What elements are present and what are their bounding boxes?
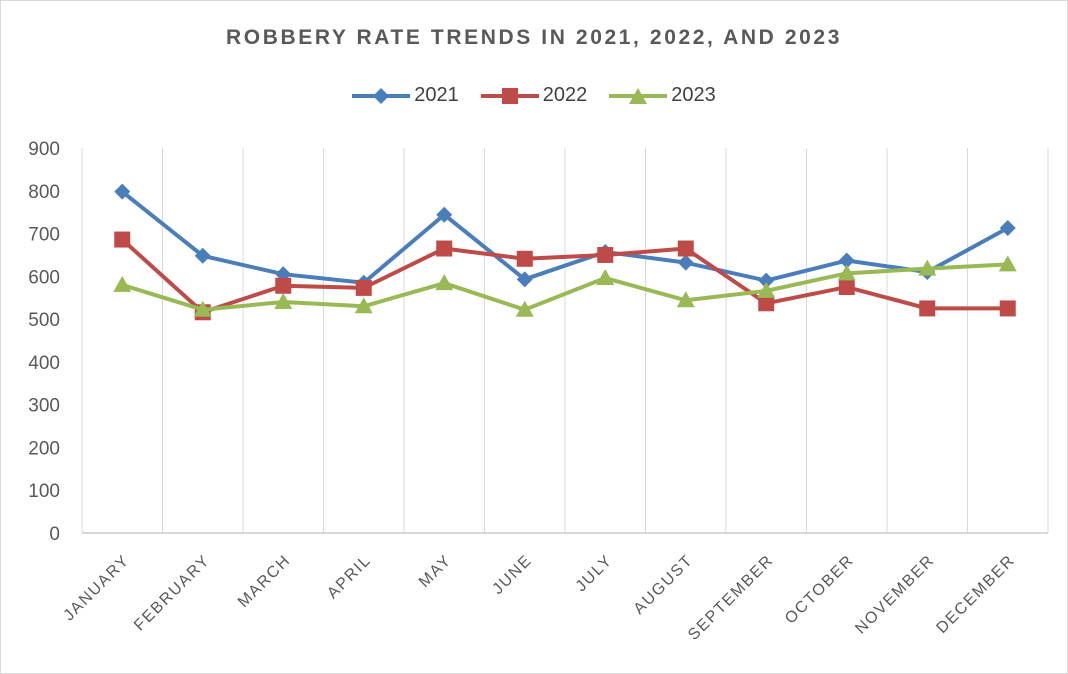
data-point-2023 xyxy=(596,269,615,286)
y-tick-label: 900 xyxy=(28,139,60,160)
y-tick-label: 600 xyxy=(28,267,60,288)
legend-label-2023: 2023 xyxy=(671,84,716,106)
data-point-2021 xyxy=(436,206,453,223)
data-point-2023 xyxy=(757,281,776,298)
data-point-2022 xyxy=(275,277,292,294)
data-point-2023 xyxy=(837,264,856,281)
y-tick-label: 800 xyxy=(28,182,60,203)
data-point-2023 xyxy=(918,259,937,276)
data-point-2021 xyxy=(677,254,694,271)
x-tick-label: DECEMBER xyxy=(933,552,1018,637)
chart-title: ROBBERY RATE TRENDS IN 2021, 2022, AND 2… xyxy=(226,26,842,49)
data-point-2023 xyxy=(113,275,132,292)
x-tick-label: APRIL xyxy=(324,552,374,602)
y-tick-label: 100 xyxy=(28,481,60,502)
series-line-2023 xyxy=(120,262,1010,312)
data-point-2023 xyxy=(515,300,534,317)
data-point-2022 xyxy=(758,295,775,312)
data-point-2022 xyxy=(838,279,855,296)
data-point-2021 xyxy=(838,252,855,269)
x-tick-label: NOVEMBER xyxy=(852,552,938,638)
x-tick-label: AUGUST xyxy=(631,552,697,618)
data-point-2022 xyxy=(677,240,694,257)
x-tick-label: MARCH xyxy=(235,552,294,611)
legend-item-2023: 2023 xyxy=(609,84,716,107)
data-point-2023 xyxy=(998,255,1017,272)
data-point-2021 xyxy=(999,219,1016,236)
x-tick-label: JUNE xyxy=(489,552,535,598)
y-tick-label: 700 xyxy=(28,225,60,246)
legend-item-2021: 2021 xyxy=(352,84,459,107)
legend-swatch-2022 xyxy=(480,87,539,104)
data-point-2022 xyxy=(919,300,936,317)
data-point-2022 xyxy=(597,246,614,263)
y-tick-label: 200 xyxy=(28,438,60,459)
y-tick-label: 500 xyxy=(28,310,60,331)
data-point-2022 xyxy=(516,250,533,267)
data-point-2021 xyxy=(114,183,131,200)
data-point-2023 xyxy=(274,293,293,309)
data-point-2022 xyxy=(436,240,453,257)
legend-swatch-2023 xyxy=(609,87,668,104)
series-line-2021 xyxy=(120,189,1010,285)
data-point-2022 xyxy=(114,231,131,248)
legend: 2021 2022 2023 xyxy=(0,84,1068,107)
data-point-2022 xyxy=(355,279,372,296)
x-tick-label: JANUARY xyxy=(61,552,134,625)
x-tick-label: JULY xyxy=(573,552,616,595)
data-point-2023 xyxy=(676,291,695,308)
x-tick-label: MAY xyxy=(416,552,455,591)
legend-item-2022: 2022 xyxy=(480,84,588,107)
data-point-2021 xyxy=(194,247,211,264)
data-point-2023 xyxy=(435,274,454,291)
data-point-2023 xyxy=(354,297,373,314)
legend-label-2021: 2021 xyxy=(414,84,459,106)
data-point-2021 xyxy=(758,272,775,289)
y-tick-label: 300 xyxy=(28,396,60,417)
y-tick-label: 400 xyxy=(28,353,60,374)
series-line-2022 xyxy=(120,237,1010,315)
legend-label-2022: 2022 xyxy=(542,84,588,106)
legend-swatch-2021 xyxy=(352,87,411,104)
data-point-2023 xyxy=(193,300,212,317)
y-tick-label: 0 xyxy=(49,524,60,545)
data-point-2021 xyxy=(516,271,533,288)
x-tick-label: SEPTEMBER xyxy=(685,552,777,644)
x-tick-label: FEBRUARY xyxy=(131,552,213,634)
data-point-2022 xyxy=(999,300,1016,317)
x-tick-label: OCTOBER xyxy=(782,552,858,628)
